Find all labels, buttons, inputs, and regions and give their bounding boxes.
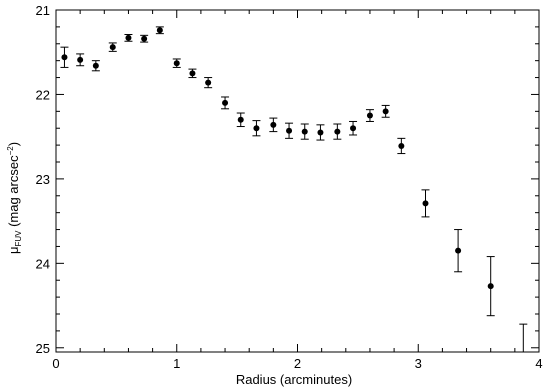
y-tick-label: 23 [36, 172, 50, 187]
y-axis-label-exponent: −2 [6, 146, 15, 156]
data-point [286, 127, 293, 134]
data-point [92, 62, 99, 69]
data-point [350, 125, 357, 132]
y-axis-label-symbol: μ [6, 247, 21, 255]
data-point [366, 112, 373, 119]
data-point [270, 121, 277, 128]
x-axis-label: Radius (arcminutes) [236, 372, 352, 387]
x-tick-label: 1 [173, 356, 180, 371]
axis-ticks [55, 9, 540, 352]
y-tick-label: 22 [36, 87, 50, 102]
data-point [61, 54, 68, 61]
data-point [109, 44, 116, 51]
data-point [173, 60, 180, 67]
y-tick-label: 21 [36, 3, 50, 18]
x-tick-label: 2 [294, 356, 301, 371]
y-axis-label-units: (mag arcsec [6, 155, 21, 231]
y-tick-label: 25 [36, 341, 50, 356]
data-point [487, 283, 494, 290]
data-point [317, 129, 324, 136]
y-axis-label-subscript: FUV [14, 230, 23, 247]
data-point [205, 79, 212, 86]
data-point [455, 247, 462, 254]
data-point [422, 200, 429, 207]
y-axis-label-close: ) [6, 142, 21, 146]
data-point [222, 99, 229, 106]
data-point [189, 70, 196, 77]
plot-frame [55, 9, 540, 353]
data-point [156, 27, 163, 34]
data-points [60, 26, 528, 352]
x-tick-label: 3 [415, 356, 422, 371]
y-axis-label: μFUV (mag arcsec−2) [6, 142, 23, 254]
x-tick-label: 4 [535, 356, 542, 371]
data-point [125, 34, 132, 41]
data-point [141, 35, 148, 42]
data-point [334, 128, 341, 135]
data-point [301, 128, 308, 135]
y-tick-label: 24 [36, 256, 50, 271]
data-point [398, 142, 405, 149]
data-point [253, 125, 260, 132]
data-point [382, 108, 389, 115]
x-tick-label: 0 [52, 356, 59, 371]
data-point [77, 56, 84, 63]
data-point [237, 116, 244, 123]
